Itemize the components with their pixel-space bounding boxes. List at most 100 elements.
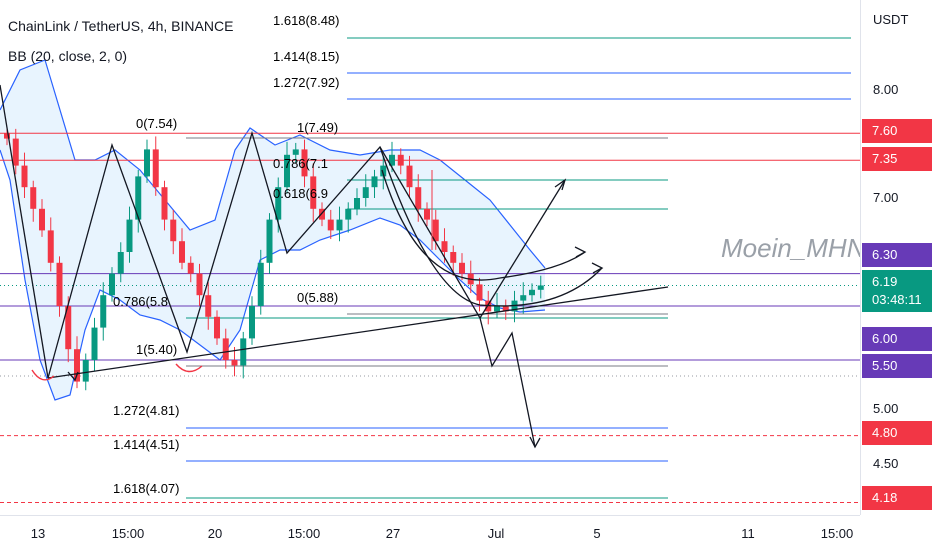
bb-lower-line [0, 149, 546, 401]
price-axis-unit: USDT [873, 12, 909, 27]
candle-body [494, 306, 500, 312]
time-tick-13: 13 [30, 526, 46, 541]
candle-body [432, 219, 439, 242]
time-tick-27: 27 [385, 526, 401, 541]
candle-body [152, 149, 159, 188]
candle-body [310, 176, 317, 209]
candle-body [65, 306, 72, 350]
fib-label-1414-low: 1.414(4.51) [113, 437, 180, 452]
candle-body [336, 219, 343, 231]
candle-body [459, 262, 465, 274]
red-curve-marker [31, 369, 55, 381]
fib-label-1-lower: 1(5.40) [136, 342, 178, 357]
arrow-head [554, 178, 567, 191]
trend-line [47, 130, 536, 448]
fib-label-1-high: 1(7.49) [297, 120, 339, 135]
candle-body [249, 306, 255, 339]
price-tick-4-5: 4.50 [873, 456, 899, 471]
candle-body [441, 241, 448, 252]
fib-label-0-lower: 0(5.88) [297, 290, 339, 305]
candle-body [231, 360, 238, 366]
time-tick-1500-a: 15:00 [111, 526, 145, 541]
price-badge-7-35: 7.35 [862, 147, 932, 171]
candle-body [345, 208, 352, 220]
candle-body [389, 154, 395, 166]
candle-body [56, 262, 63, 306]
chart-title: ChainLink / TetherUS, 4h, BINANCE [8, 18, 234, 34]
price-badge-6-00: 6.00 [862, 327, 932, 351]
candle-body [275, 187, 282, 220]
candlesticks [4, 126, 544, 391]
trend-line [47, 286, 669, 379]
candle-body [74, 349, 80, 382]
fib-label-1414-high: 1.414(8.15) [273, 49, 340, 64]
candle-body [520, 295, 527, 301]
trend-line [381, 169, 586, 281]
price-axis[interactable]: USDT 8.00 7.00 5.00 4.50 7.60 7.35 6.30 … [860, 0, 932, 515]
indicator-label[interactable]: BB (20, close, 2, 0) [8, 48, 128, 64]
fib-label-1272-low: 1.272(4.81) [113, 403, 180, 418]
candle-body [380, 165, 387, 177]
candle-body [30, 187, 37, 209]
candle-body [257, 262, 264, 306]
arrow-head [67, 371, 79, 382]
candle-body [196, 273, 203, 296]
candle-body [39, 208, 45, 231]
arrow-head [529, 436, 541, 449]
price-badge-7-60: 7.60 [862, 119, 932, 143]
candle-body [424, 208, 430, 220]
time-tick-11: 11 [741, 526, 755, 541]
price-tick-8: 8.00 [873, 82, 899, 97]
trend-line [479, 179, 566, 319]
time-tick-1500-c: 15:00 [820, 526, 854, 541]
candle-body [91, 327, 98, 360]
candle-body [47, 230, 54, 263]
candle-body [327, 219, 334, 231]
candle-body [371, 176, 378, 188]
time-axis[interactable]: 13 15:00 20 15:00 27 Jul 5 11 15:00 [0, 515, 860, 551]
current-price-value: 6.19 [872, 274, 898, 289]
fib-label-0786-upper: 0.786(7.1 [273, 156, 328, 171]
candle-body [100, 295, 107, 328]
candle-body [240, 338, 247, 366]
candle-body [529, 289, 535, 296]
candle-body [109, 273, 115, 296]
candle-body [222, 338, 229, 360]
red-curve-marker [175, 363, 203, 373]
trend-line [379, 146, 603, 307]
candle-body [12, 138, 19, 166]
price-tick-7: 7.00 [873, 190, 899, 205]
candle-body [126, 219, 133, 252]
candle-body [214, 316, 220, 339]
trend-drawings [0, 84, 669, 449]
horizontal-levels [0, 37, 860, 504]
candle-body [292, 149, 299, 155]
candle-body [406, 165, 413, 188]
price-badge-4-80: 4.80 [862, 421, 932, 445]
candle-body [362, 187, 369, 198]
candle-body [179, 241, 185, 263]
candle-body [170, 219, 177, 242]
candle-body [144, 149, 150, 177]
arrow-head [591, 262, 604, 274]
candle-body [397, 154, 404, 166]
candle-body [537, 285, 544, 290]
candle-body [354, 198, 360, 209]
trend-line [0, 84, 49, 379]
candle-body [161, 187, 168, 220]
price-badge-6-30: 6.30 [862, 243, 932, 267]
fib-label-1618-high: 1.618(8.48) [273, 13, 340, 28]
time-tick-1500-b: 15:00 [287, 526, 321, 541]
bar-countdown: 03:48:11 [872, 292, 922, 307]
fib-label-1618-low: 1.618(4.07) [113, 481, 180, 496]
candle-body [82, 360, 89, 382]
candle-body [502, 306, 509, 312]
candle-body [117, 252, 124, 274]
price-chart[interactable] [0, 0, 860, 515]
candle-body [301, 149, 308, 177]
time-tick-5: 5 [593, 526, 601, 541]
candle-body [187, 262, 194, 274]
candle-body [4, 133, 10, 139]
price-badge-4-18: 4.18 [862, 486, 932, 510]
candle-body [415, 187, 422, 209]
